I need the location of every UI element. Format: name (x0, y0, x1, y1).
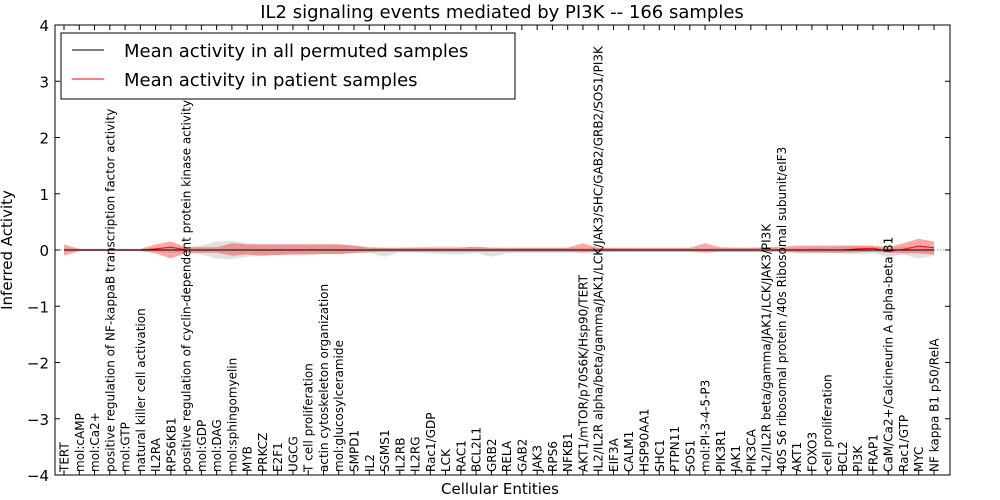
x-tick-label: PIK3CA (744, 428, 758, 472)
legend-label-patient: Mean activity in patient samples (124, 70, 418, 91)
x-tick-label: FRAP1 (866, 434, 880, 472)
x-tick-label: SOS1 (683, 440, 697, 472)
x-tick-label: FOXO3 (805, 432, 819, 472)
x-tick-label: IL2/IL2R alpha/beta/gamma/JAK1/LCK/JAK3/… (592, 45, 606, 472)
lines-layer (55, 245, 950, 252)
x-tick-label: Rac1/GDP (424, 413, 438, 472)
y-axis-label: Inferred Activity (0, 190, 16, 310)
y-tick-label: −2 (27, 355, 49, 373)
x-tick-label: IL2RG (409, 437, 423, 473)
x-tick-label: MYC (912, 447, 926, 472)
x-tick-label: 40S S6 ribosomal protein /40s Ribosomal … (775, 147, 789, 472)
x-tick-label: T cell proliferation (302, 363, 316, 473)
y-tick-label: 3 (39, 73, 49, 91)
x-tick-label: RPS6KB1 (164, 417, 178, 472)
x-tick-label: NFKB1 (561, 432, 575, 472)
x-tick-label: PRKCZ (256, 433, 270, 472)
y-tick-label: 4 (39, 17, 49, 35)
x-tick-label: natural killer cell activation (134, 308, 148, 472)
legend-box (60, 32, 516, 100)
x-tick-label: mol:glucosylceramide (332, 340, 346, 472)
x-tick-label: TERT (58, 442, 72, 473)
x-tick-label: GAB2 (515, 439, 529, 472)
x-tick-label: EIF3A (607, 437, 621, 472)
legend-label-permuted: Mean activity in all permuted samples (124, 41, 468, 62)
x-tick-label: PI3K (851, 445, 865, 472)
x-tick-label: Rac1/GTP (897, 415, 911, 472)
x-tick-label: LCK (439, 448, 453, 472)
x-axis: TERT mol:cAMP mol:Ca2+ positive regulation … (58, 25, 942, 475)
x-tick-label: BCL2 (836, 441, 850, 472)
x-tick-label: mol:GTP (119, 422, 133, 472)
x-tick-label: mol:DAG (210, 419, 224, 472)
x-tick-label: positive regulation of cyclin-dependent … (180, 100, 194, 472)
x-axis-label: Cellular Entities (441, 480, 559, 498)
x-tick-label: actin cytoskeleton organization (317, 284, 331, 472)
x-tick-label: cell proliferation (821, 374, 835, 472)
x-tick-label: E2F1 (271, 442, 285, 472)
bands-layer (64, 238, 934, 259)
x-tick-label: IL2 (363, 454, 377, 472)
x-tick-label: NF kappa B1 p50/RelA (928, 338, 942, 472)
x-tick-label: mol:cAMP (73, 413, 87, 472)
x-tick-label: mol:PI-3-4-5-P3 (699, 380, 713, 472)
x-tick-label: BCL2L1 (470, 427, 484, 472)
y-tick-label: 2 (39, 130, 49, 148)
x-tick-label: RAC1 (454, 440, 468, 472)
x-tick-label: mol:Ca2+ (88, 412, 102, 472)
legend: Mean activity in all permuted samples Me… (60, 32, 516, 100)
y-tick-label: 1 (39, 186, 49, 204)
chart-title: IL2 signaling events mediated by PI3K --… (260, 2, 744, 23)
x-tick-label: CALM1 (622, 431, 636, 472)
x-tick-label: UGCG (286, 436, 300, 472)
x-tick-label: IL2RA (149, 437, 163, 472)
x-tick-label: AKT1 (790, 442, 804, 472)
x-tick-label: SGMS1 (378, 429, 392, 472)
x-tick-label: GRB2 (485, 438, 499, 472)
x-tick-label: mol:sphingomyelin (225, 358, 239, 472)
x-tick-label: PTPN11 (668, 426, 682, 472)
x-tick-label: IL2/IL2R beta/gamma/JAK1/LCK/JAK3/PI3K (760, 223, 774, 472)
x-tick-label: mol:GDP (195, 420, 209, 472)
y-tick-label: −3 (27, 411, 49, 429)
x-tick-label: positive regulation of NF-kappaB transcr… (103, 109, 117, 472)
y-tick-label: 0 (39, 242, 49, 260)
y-tick-label: −4 (27, 467, 49, 485)
x-tick-label: AKT1/mTOR/p70S6K/Hsp90/TERT (576, 274, 590, 472)
x-tick-label: RPS6 (546, 441, 560, 472)
x-tick-label: PIK3R1 (714, 430, 728, 472)
x-tick-label: CaM/Ca2+/Calcineurin A alpha-beta B1 (882, 237, 896, 472)
y-tick-label: −1 (27, 298, 49, 316)
x-tick-label: RELA (500, 440, 514, 472)
x-tick-label: SMPD1 (348, 430, 362, 472)
x-tick-label: MYB (241, 446, 255, 472)
x-tick-label: SHC1 (653, 439, 667, 472)
x-tick-label: IL2RB (393, 438, 407, 472)
x-tick-label: HSP90AA1 (638, 408, 652, 472)
x-tick-label: JAK1 (729, 445, 743, 473)
x-tick-label: JAK3 (531, 445, 545, 473)
band-series-1 (64, 238, 934, 259)
y-axis: −4 −3 −2 −1 0 1 2 3 4 (27, 17, 950, 485)
